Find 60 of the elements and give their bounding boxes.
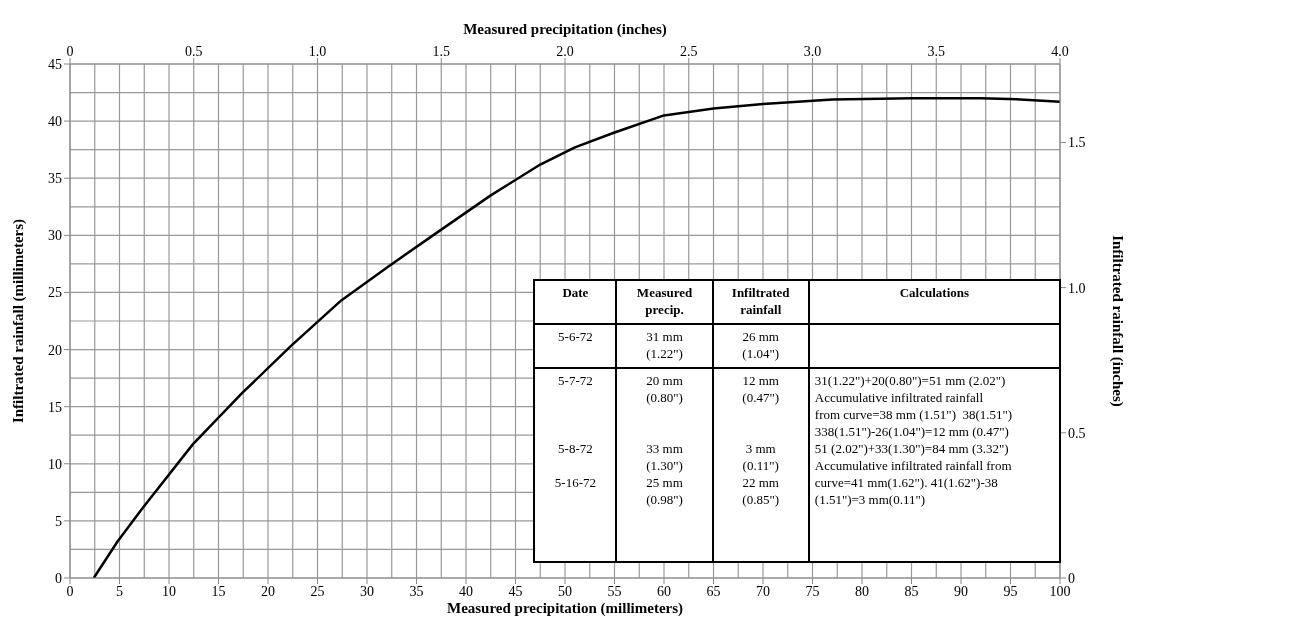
y2-tick-label: 0: [1068, 570, 1075, 586]
y-tick-label: 25: [48, 285, 62, 301]
text: 5-7-72 5-8-72 5-16-72: [554, 372, 596, 490]
y-tick-label: 35: [48, 171, 62, 187]
x-tick-label: 75: [805, 583, 820, 599]
x-tick-label: 30: [360, 583, 374, 599]
x-tick-label: 10: [162, 583, 176, 599]
x-tick-label: 70: [756, 583, 770, 599]
x-tick-label: 25: [310, 583, 325, 599]
x-tick-label: 55: [607, 583, 622, 599]
x-tick-label: 80: [855, 583, 869, 599]
y-tick-label: 20: [48, 342, 62, 358]
annotation: 5-6-72: [534, 323, 617, 368]
x-tick-label: 90: [954, 583, 968, 599]
x-tick-label: 60: [657, 583, 671, 599]
annotation: 31(1.22")+20(0.80")=51 mm (2.02") Accumulative infiltrated rainfall from curve=38 mm (1.51") 38(1.51") 338(1.51")-26(1.04")=12 mm (0.47") 51 (2.02")+33(1.30")=84 mm (3.32") Accumulative infiltrated rainfall from curve=41 mm(1.62"). 41(1.62")-38 (1.51")=3 mm(0.11"): [808, 367, 1060, 563]
x-tick-label: 0: [66, 583, 74, 599]
x-tick-label: 100: [1049, 583, 1071, 599]
annotation: Calculations: [808, 279, 1060, 324]
y2-tick-label: 1.5: [1068, 135, 1086, 151]
y-tick-label: 10: [48, 456, 62, 472]
annotation: 31 mm (1.22"): [616, 323, 713, 368]
x2-tick-label: 3.0: [803, 44, 822, 59]
y-tick-label: 15: [48, 399, 62, 415]
y-tick-label: 5: [55, 513, 62, 529]
x-tick-label: 35: [409, 583, 424, 599]
x2-tick-label: 4.0: [1051, 44, 1069, 59]
y-axis-title: Infiltrated rainfall (millimeters): [10, 218, 28, 424]
annotation: 26 mm (1.04"): [712, 323, 809, 368]
y-tick-label: 30: [48, 228, 62, 244]
x-axis-title: Measured precipitation (millimeters): [446, 600, 684, 617]
x2-tick-label: 3.5: [927, 44, 945, 59]
x-tick-label: 95: [1003, 583, 1018, 599]
annotation: Measured precip.: [616, 279, 713, 324]
y-tick-label: 40: [48, 114, 62, 130]
y2-tick-label: 1.0: [1068, 280, 1086, 296]
x-tick-label: 85: [904, 583, 919, 599]
x2-tick-label: 2.0: [556, 44, 574, 59]
x2-tick-label: 1.5: [432, 44, 450, 59]
text: 20 mm (0.80") 33 mm (1.30") 25 mm (0.98"): [646, 372, 683, 507]
x2-tick-label: 2.5: [680, 44, 698, 59]
x-tick-label: 65: [706, 583, 721, 599]
x-tick-label: 15: [211, 583, 226, 599]
x2-tick-label: 0.5: [185, 44, 203, 59]
x-tick-label: 50: [558, 583, 572, 599]
annotation: Date: [534, 279, 617, 324]
x-tick-label: 45: [508, 583, 523, 599]
line-series: [92, 97, 1060, 578]
x-tick-label: 5: [116, 583, 123, 599]
annotation: Infiltrated rainfall: [712, 279, 809, 324]
x-tick-label: 20: [261, 583, 275, 599]
x2-axis-title: Measured precipitation (inches): [463, 20, 667, 38]
y2-axis-title: Infiltrated rainfall (inches): [1108, 235, 1126, 407]
y2-tick-label: 0.5: [1068, 425, 1086, 441]
x2-tick-label: 0: [66, 44, 74, 59]
y-tick-label: 45: [48, 56, 62, 72]
text: 12 mm (0.47") 3 mm (0.11") 22 mm (0.85"): [742, 372, 780, 507]
x2-tick-label: 1.0: [308, 44, 327, 59]
x-tick-label: 40: [459, 583, 473, 599]
y-tick-label: 0: [55, 570, 62, 586]
